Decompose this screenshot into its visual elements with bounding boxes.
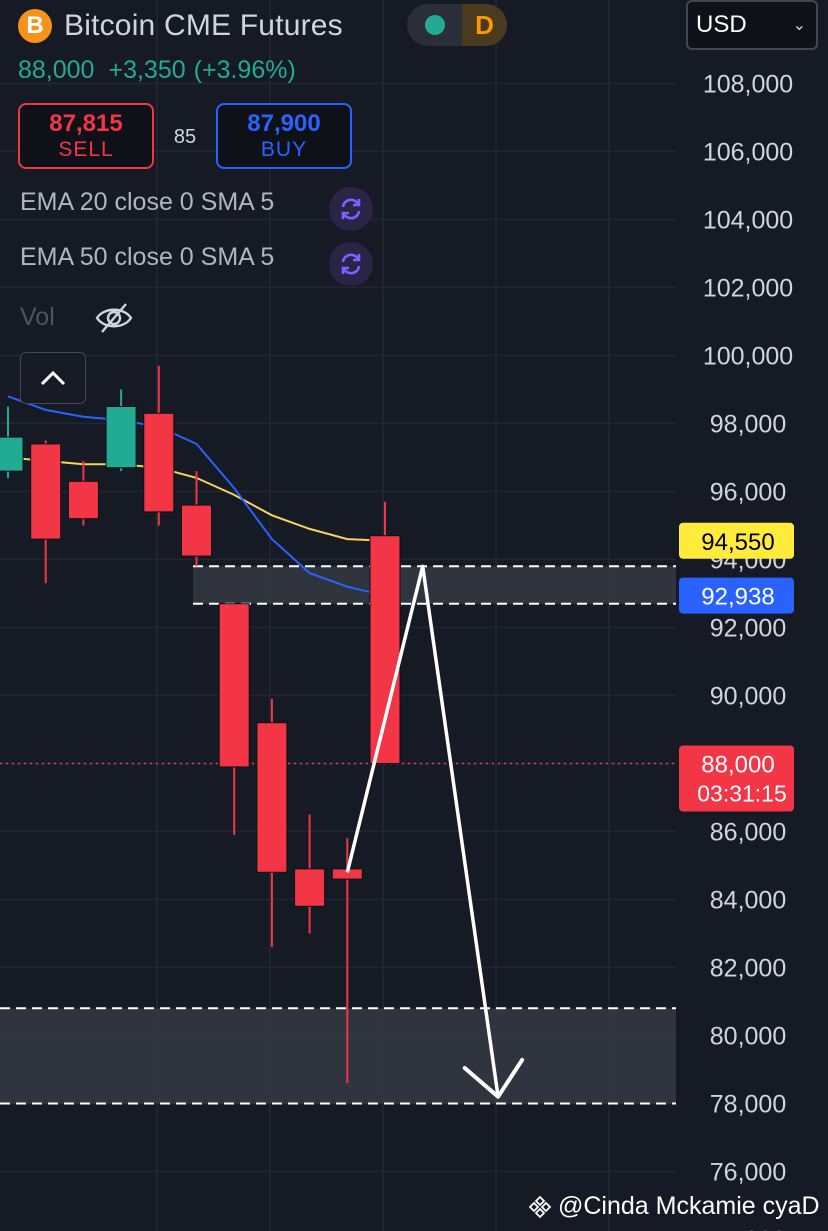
binance-icon [528,1195,552,1218]
price-label-bg [679,522,794,559]
sell-label: SELL [58,137,114,161]
y-tick-label: 78,000 [710,1091,786,1119]
refresh-icon[interactable] [329,242,373,286]
candle [30,440,62,584]
y-tick-label: 106,000 [703,139,793,167]
sell-price: 87,815 [49,110,123,138]
y-tick-label: 100,000 [703,343,793,371]
price-label-text: 92,938 [701,584,774,611]
indicator-label: EMA 20 close 0 SMA 5 [20,188,275,216]
currency-select[interactable]: USD ⌄ [686,0,818,50]
y-tick-label: 82,000 [710,955,786,983]
candle [256,698,288,948]
candle-body [256,722,288,873]
y-tick-label: 86,000 [710,819,786,847]
candle [181,471,212,567]
arrow-head [462,1057,525,1099]
symbol-name[interactable]: Bitcoin CME Futures [64,9,343,42]
chevron-down-icon: ⌄ [792,17,806,34]
price-label-bg [679,577,794,614]
candle [218,603,250,835]
y-tick-label: 90,000 [710,683,786,711]
market-status-pill[interactable]: D [407,4,507,46]
last-price: 88,000 [18,56,95,84]
candle [105,389,137,472]
indicator-ema20[interactable]: EMA 20 close 0 SMA 5 [20,188,274,217]
candle-body [181,504,212,557]
price-label: 92,938 [679,577,794,614]
candle-body [67,480,99,520]
spread-value: 85 [173,126,197,148]
refresh-icon[interactable] [329,187,373,231]
price-label-text: 94,550 [701,529,774,556]
price-label-text: 88,000 [701,752,774,779]
candle-body [218,603,250,768]
indicator-ema50[interactable]: EMA 50 close 0 SMA 5 [20,243,274,272]
symbol-header[interactable]: B Bitcoin CME Futures [18,6,343,46]
y-tick-label: 98,000 [710,411,786,439]
candle-body [369,535,401,765]
candle-body [30,443,62,540]
y-tick-label: 104,000 [703,207,793,235]
sell-button[interactable]: 87,815 SELL [18,103,154,169]
candle-body [143,412,175,513]
collapse-legend-button[interactable] [20,352,86,404]
price-label: 94,550 [679,522,794,559]
price-change-percent: (+3.96%) [193,56,296,84]
candle [143,365,175,526]
y-tick-label: 92,000 [710,615,786,643]
candle-body [0,436,24,472]
buy-price: 87,900 [247,110,321,138]
support-resistance-zone [193,566,676,604]
candle-body [105,406,137,469]
y-tick-label: 76,000 [710,1159,786,1187]
bitcoin-icon: B [18,9,52,43]
interval-badge[interactable]: D [462,4,507,46]
ema50-line [7,395,386,597]
support-resistance-zone [0,1008,676,1104]
indicator-label: EMA 50 close 0 SMA 5 [20,243,275,271]
watermark-text: @Cinda Mckamie cyaD [558,1192,820,1220]
y-tick-label: 108,000 [703,71,793,99]
y-tick-label: 80,000 [710,1023,786,1051]
y-tick-label: 96,000 [710,479,786,507]
y-tick-label: 84,000 [710,887,786,915]
countdown-label: 03:31:15 [697,781,787,807]
price-summary: 88,000 +3,350 (+3.96%) [18,56,296,85]
chevron-up-icon [40,370,66,386]
buy-label: BUY [260,137,308,161]
candle [0,406,24,478]
price-change: +3,350 [108,56,186,84]
candle-body [294,868,326,907]
y-tick-label: 74,000 [710,1227,786,1231]
watermark: @Cinda Mckamie cyaD [528,1192,820,1221]
market-open-dot-icon [424,15,445,35]
projection-arrow [345,564,500,1097]
currency-value: USD [696,11,747,38]
candle [67,460,99,526]
volume-label: Vol [20,303,55,331]
eye-hidden-icon[interactable] [94,300,134,336]
buy-button[interactable]: 87,900 BUY [216,103,352,169]
candle [294,814,326,934]
y-tick-label: 102,000 [703,275,793,303]
price-label-bg [679,745,794,812]
